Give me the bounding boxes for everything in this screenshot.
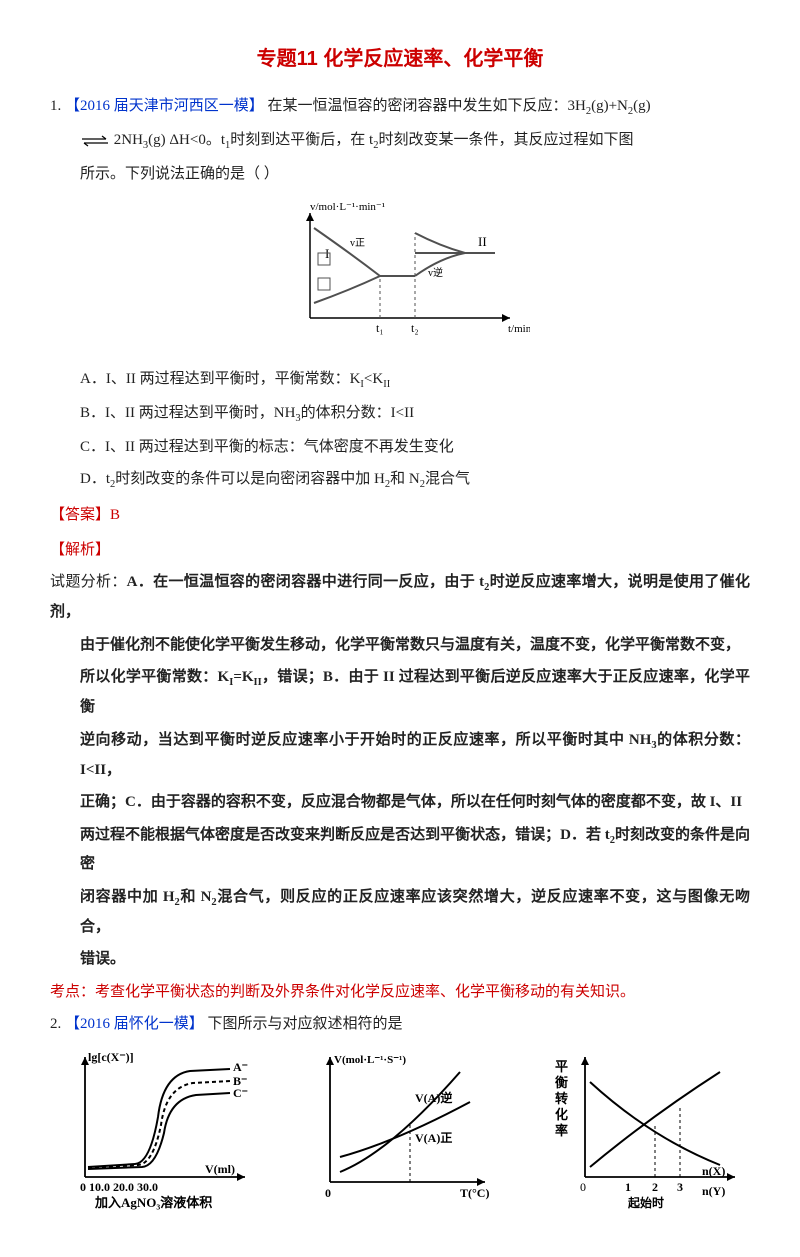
expl-head: 试题分析：: [50, 574, 127, 590]
expl-g-line: 逆向移动，当达到平衡时逆反应速率小于开始时的正反应速率，所以平衡时其中 NH3的…: [50, 726, 750, 784]
d1-yl: lg[c(X⁻)]: [88, 1050, 134, 1064]
d3-yl1: 平: [555, 1059, 568, 1074]
d3-2: 2: [652, 1180, 658, 1194]
optB-b: 的体积分数：I<II: [301, 405, 414, 421]
expl-d-line: 所以化学平衡常数：KI=KII，错误；B．由于 II 过程达到平衡后逆反应速率大…: [50, 663, 750, 721]
q1-num: 1.: [50, 98, 61, 114]
equilibrium-arrow-icon: [80, 135, 110, 147]
d3-0: 0: [580, 1180, 586, 1194]
q1-stem-b: (g)+N: [591, 98, 628, 114]
q1-line2: 2NH3(g) ΔH<0。t1时刻到达平衡后，在 t2时刻改变某一条件，其反应过…: [50, 126, 750, 156]
optD-a: D．t: [80, 471, 110, 487]
expl-i: 正确；C．由于容器的容积不变，反应混合物都是气体，所以在任何时刻气体的密度都不变…: [50, 788, 750, 817]
kaodian: 考点：考查化学平衡状态的判断及外界条件对化学反应速率、化学平衡移动的有关知识。: [50, 978, 750, 1007]
answer: 【答案】B: [50, 501, 750, 530]
vz-label: v正: [350, 238, 365, 249]
expl-l-line: 闭容器中加 H2和 N2混合气，则反应的正反应速率应该突然增大，逆反应速率不变，…: [50, 883, 750, 941]
d3-yl5: 率: [555, 1123, 568, 1138]
q1-l2a: 2NH: [114, 132, 143, 148]
q1-line1: 1. 【2016 届天津市河西区一模】 在某一恒温恒容的密闭容器中发生如下反应：…: [50, 92, 750, 122]
expl-c-txt: 由于催化剂不能使化学平衡发生移动，化学平衡常数只与温度有关，温度不变，化学平衡常…: [80, 637, 740, 653]
q1-stem-c: (g): [633, 98, 651, 114]
d3-xb: n(Y): [702, 1184, 725, 1198]
optB-a: B．I、II 两过程达到平衡时，NH: [80, 405, 295, 421]
expl-d: 所以化学平衡常数：K: [80, 669, 229, 685]
q1-stem-a: 在某一恒温恒容的密闭容器中发生如下反应：3H: [268, 98, 586, 114]
d2-rev: V(A)逆: [415, 1090, 452, 1105]
q2-source: 【2016 届怀化一模】: [65, 1016, 204, 1032]
q1-l2d: 时刻改变某一条件，其反应过程如下图: [378, 132, 633, 148]
d2-yl: V(mol·L⁻¹·S⁻¹): [334, 1054, 406, 1066]
option-c: C．I、II 两过程达到平衡的标志：气体密度不再发生变化: [50, 433, 750, 462]
optA-a: A．I、II 两过程达到平衡时，平衡常数：K: [80, 371, 360, 387]
d3-yl3: 转: [555, 1091, 568, 1106]
ylabel: v/mol·L⁻¹·min⁻¹: [310, 201, 385, 213]
d1-A: A⁻: [233, 1060, 248, 1074]
d3-3: 3: [677, 1180, 683, 1194]
expl-l: 闭容器中加 H: [80, 889, 175, 905]
d3-xa: n(X): [702, 1164, 725, 1178]
option-d: D．t2时刻改变的条件可以是向密闭容器中加 H2和 N2混合气: [50, 465, 750, 495]
expl-o: 错误。: [50, 945, 750, 974]
q1-diagram: v/mol·L⁻¹·min⁻¹ t/min t₁ t₂ I II v正 v逆: [50, 198, 750, 359]
t2-label: t₂: [411, 321, 419, 335]
expl-o-txt: 错误。: [80, 951, 125, 967]
d2-fwd: V(A)正: [415, 1131, 452, 1145]
expl-m: 和 N: [180, 889, 212, 905]
xlabel: t/min: [508, 323, 530, 335]
q2-stem: 下图所示与对应叙述相符的是: [208, 1016, 403, 1032]
expl-j-line: 两过程不能根据气体密度是否改变来判断反应是否达到平衡状态，错误；D．若 t2时刻…: [50, 821, 750, 879]
expl-j: 两过程不能根据气体密度是否改变来判断反应是否达到平衡状态，错误；D．若 t: [80, 827, 610, 843]
d3-1: 1: [625, 1180, 631, 1194]
expl-g: 逆向移动，当达到平衡时逆反应速率小于开始时的正反应速率，所以平衡时其中 NH: [80, 732, 651, 748]
expl-e: =K: [233, 669, 253, 685]
d1-ticks: 0 10.0 20.0 30.0: [80, 1180, 158, 1194]
d1-cap: 加入AgNO₃溶液体积: [94, 1195, 212, 1210]
vn-label: v逆: [428, 266, 443, 279]
expl-i-txt: 正确；C．由于容器的容积不变，反应混合物都是气体，所以在任何时刻气体的密度都不变…: [80, 794, 742, 810]
t1-label: t₁: [376, 321, 384, 335]
explanation-body: 试题分析：A．在一恒温恒容的密闭容器中进行同一反应，由于 t2时逆反应速率增大，…: [50, 568, 750, 626]
d1-xl: V(ml): [205, 1162, 235, 1176]
q1-l2b: (g) ΔH<0。t: [148, 132, 225, 148]
sub-KII: II: [383, 379, 390, 390]
d2-zero: 0: [325, 1186, 331, 1200]
option-b: B．I、II 两过程达到平衡时，NH3的体积分数：I<II: [50, 399, 750, 429]
q1-line3: 所示。下列说法正确的是（ ）: [50, 160, 750, 189]
d3-yl4: 化: [555, 1107, 568, 1122]
q1-l2c: 时刻到达平衡后，在 t: [230, 132, 373, 148]
d1-C: C⁻: [233, 1086, 248, 1100]
expl-a: A．在一恒温恒容的密闭容器中进行同一反应，由于 t: [127, 574, 484, 590]
option-a: A．I、II 两过程达到平衡时，平衡常数：KI<KII: [50, 365, 750, 395]
rate-time-chart: v/mol·L⁻¹·min⁻¹ t/min t₁ t₂ I II v正 v逆: [270, 198, 530, 348]
d3-yl2: 衡: [555, 1075, 568, 1090]
explanation-label: 【解析】: [50, 536, 750, 565]
expl-c: 由于催化剂不能使化学平衡发生移动，化学平衡常数只与温度有关，温度不变，化学平衡常…: [50, 631, 750, 660]
optA-b: <K: [364, 371, 383, 387]
optD-b: 时刻改变的条件可以是向密闭容器中加 H: [115, 471, 385, 487]
d2-xl: T(°C): [460, 1186, 489, 1200]
d3-cap: 起始时: [627, 1195, 664, 1210]
q2-num: 2.: [50, 1016, 61, 1032]
region-II: II: [478, 234, 487, 249]
optD-c: 和 N: [390, 471, 420, 487]
optD-d: 混合气: [425, 471, 470, 487]
q1-source: 【2016 届天津市河西区一模】: [65, 98, 264, 114]
page-title: 专题11 化学反应速率、化学平衡: [50, 40, 750, 78]
q2-line: 2. 【2016 届怀化一模】 下图所示与对应叙述相符的是: [50, 1010, 750, 1039]
